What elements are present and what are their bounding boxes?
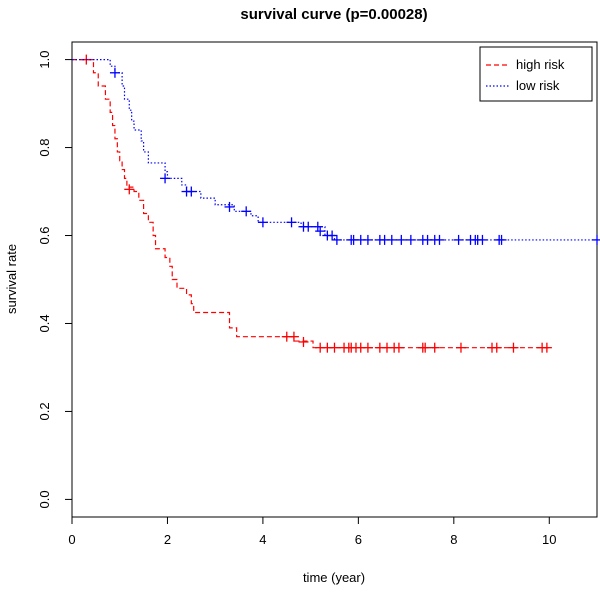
y-tick-label: 0.8 <box>37 139 52 157</box>
censor-mark <box>362 234 373 245</box>
censor-mark <box>420 342 431 353</box>
censor-mark <box>288 331 299 342</box>
censor-mark <box>405 234 416 245</box>
censor-mark <box>109 67 120 78</box>
y-tick-label: 0.6 <box>37 226 52 244</box>
x-axis-label: time (year) <box>303 570 365 585</box>
y-tick-label: 0.0 <box>37 490 52 508</box>
y-axis: 0.0 0.2 0.4 0.6 0.8 1.0 <box>37 51 72 508</box>
censor-mark <box>241 206 252 217</box>
censor-mark <box>286 217 297 228</box>
censor-mark <box>386 234 397 245</box>
censor-mark <box>592 234 600 245</box>
x-tick-label: 0 <box>68 532 75 547</box>
x-tick-label: 4 <box>259 532 266 547</box>
censor-mark <box>508 342 519 353</box>
legend-label-low-risk: low risk <box>516 78 560 93</box>
censor-mark <box>160 173 171 184</box>
censor-mark <box>312 221 323 232</box>
censor-mark <box>329 342 340 353</box>
censor-mark <box>315 226 326 237</box>
censor-mark <box>224 201 235 212</box>
censor-mark <box>455 342 466 353</box>
censor-mark <box>434 234 445 245</box>
legend-label-high-risk: high risk <box>516 57 565 72</box>
x-tick-label: 8 <box>450 532 457 547</box>
censor-mark <box>331 234 342 245</box>
censor-mark <box>491 342 502 353</box>
censor-mark <box>303 221 314 232</box>
censor-mark <box>362 342 373 353</box>
series-line-high-risk <box>72 58 550 349</box>
y-tick-label: 0.2 <box>37 402 52 420</box>
censor-mark <box>541 342 552 353</box>
censor-mark <box>298 336 309 347</box>
legend: high risk low risk <box>479 46 593 102</box>
chart-title: survival curve (p=0.00028) <box>240 6 427 23</box>
legend-box <box>479 46 593 102</box>
censor-mark <box>257 217 268 228</box>
y-tick-label: 0.4 <box>37 314 52 332</box>
x-axis: 0 2 4 6 8 10 <box>68 517 557 547</box>
x-tick-label: 2 <box>164 532 171 547</box>
censor-mark <box>453 234 464 245</box>
y-axis-label: survival rate <box>4 244 19 314</box>
series-layer <box>72 54 600 353</box>
x-tick-label: 6 <box>355 532 362 547</box>
plot-frame <box>71 41 598 518</box>
censor-mark <box>124 184 135 195</box>
x-tick-label: 10 <box>542 532 556 547</box>
censor-mark <box>393 342 404 353</box>
series-line-low-risk <box>72 58 597 241</box>
censor-mark <box>477 234 488 245</box>
censor-mark <box>429 342 440 353</box>
censor-mark <box>186 186 197 197</box>
y-tick-label: 1.0 <box>37 51 52 69</box>
censor-mark <box>327 230 338 241</box>
censor-mark <box>496 234 507 245</box>
censor-mark <box>396 234 407 245</box>
